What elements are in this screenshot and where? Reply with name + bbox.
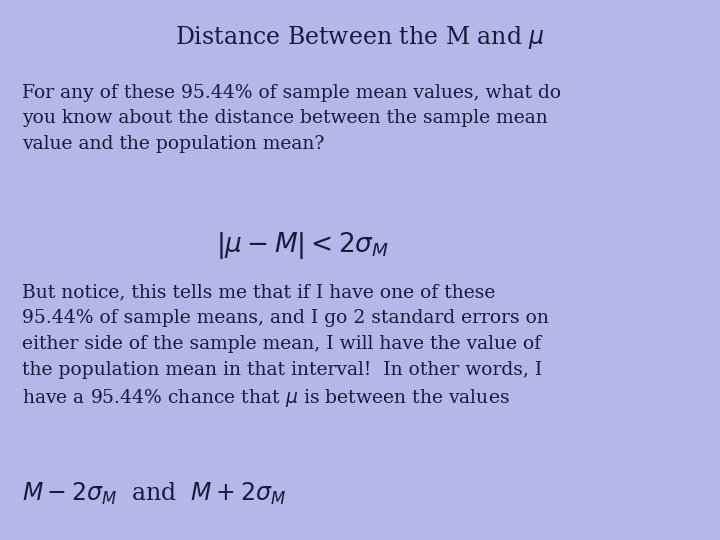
Text: $M - 2\sigma_M$  and  $M + 2\sigma_M$: $M - 2\sigma_M$ and $M + 2\sigma_M$: [22, 481, 286, 507]
Text: But notice, this tells me that if I have one of these
95.44% of sample means, an: But notice, this tells me that if I have…: [22, 284, 549, 409]
Text: For any of these 95.44% of sample mean values, what do
you know about the distan: For any of these 95.44% of sample mean v…: [22, 84, 561, 153]
Text: Distance Between the M and $\mu$: Distance Between the M and $\mu$: [175, 24, 545, 51]
Text: $|\mu - M| < 2\sigma_M$: $|\mu - M| < 2\sigma_M$: [216, 230, 389, 261]
